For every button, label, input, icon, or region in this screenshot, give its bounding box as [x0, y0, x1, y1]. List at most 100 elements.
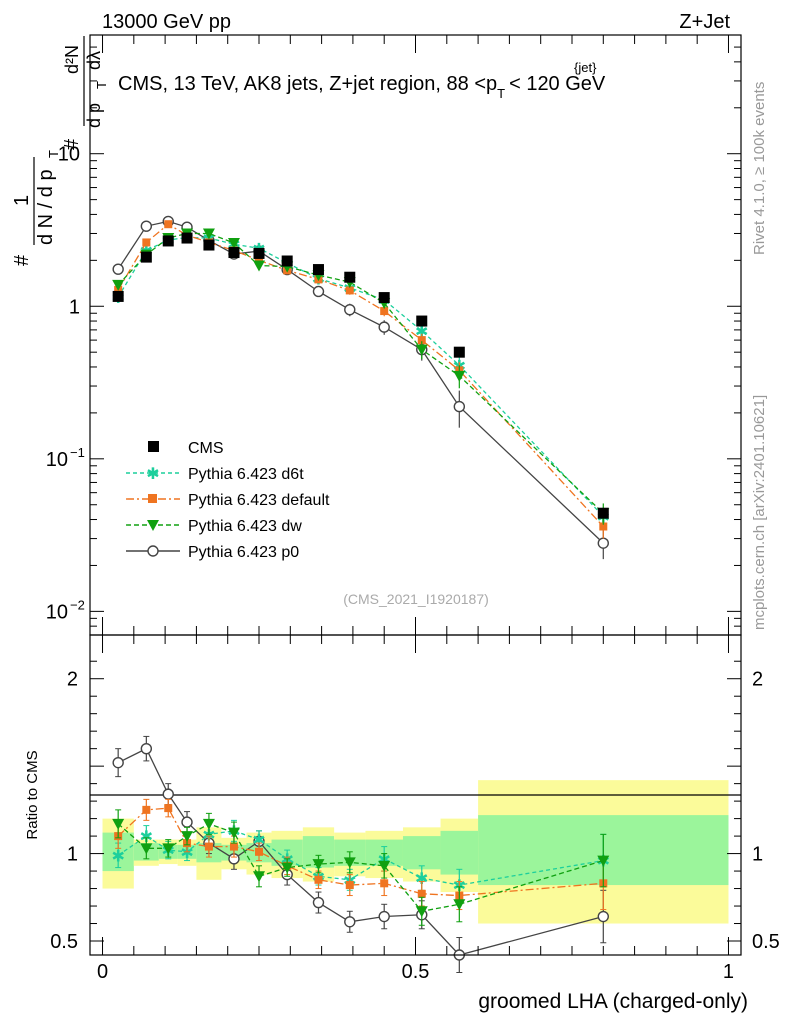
- main-point-pythia-6-423-default: [142, 238, 151, 247]
- ylabel-hash-1: #: [11, 254, 33, 266]
- ratio-y-tick-label: 0.5: [50, 931, 78, 953]
- main-point-pythia-6-423-default: [345, 286, 354, 295]
- ratio-point-pythia-6-423-default: [164, 804, 173, 813]
- legend-entry-cms: CMS: [148, 440, 224, 457]
- main-point-pythia-6-423-dw: [202, 228, 215, 240]
- ratio-line-pythia-6-423-default: [117, 807, 604, 897]
- ratio-point-pythia-6-423-p0: [140, 742, 153, 755]
- ylabel-dlambda: dλ: [84, 51, 104, 70]
- ratio-point-pythia-6-423-p0: [162, 788, 174, 800]
- main-point-cms: [281, 255, 293, 267]
- main-y-tick-label: 1: [69, 296, 80, 318]
- main-point-cms: [181, 232, 193, 244]
- header-right-label: Z+Jet: [679, 11, 730, 33]
- header-left-label: 13000 GeV pp: [102, 11, 231, 33]
- main-point-pythia-6-423-default: [417, 336, 426, 345]
- ratio-point-pythia-6-423-default: [142, 805, 151, 814]
- title-main: CMS, 13 TeV, AK8 jets, Z+jet region, 88 …: [118, 73, 497, 95]
- ratio-band-inner: [440, 830, 479, 875]
- ratio-point-pythia-6-423-dw: [140, 843, 153, 855]
- ratio-point-pythia-6-423-default: [229, 842, 238, 851]
- ratio-point-pythia-6-423-d6t: ✱: [252, 833, 265, 850]
- ratio-uncertainty-bands: [102, 780, 729, 924]
- ratio-point-pythia-6-423-d6t: ✱: [180, 845, 193, 862]
- ratio-point-pythia-6-423-p0: [181, 816, 193, 828]
- main-point-cms: [203, 239, 215, 251]
- ratio-point-pythia-6-423-dw: [415, 906, 428, 918]
- ratio-band-inner: [402, 836, 441, 870]
- ratio-data-series: ✱✱✱✱✱✱✱✱✱✱✱✱✱✱: [111, 735, 610, 973]
- ratio-point-pythia-6-423-dw: [202, 818, 215, 830]
- main-point-cms: [416, 315, 428, 327]
- legend-label-cms: CMS: [188, 440, 224, 457]
- rivet-version-label: Rivet 4.1.0, ≥ 100k events: [751, 82, 768, 255]
- x-tick-label: 0: [97, 961, 108, 983]
- ratio-point-pythia-6-423-default: [255, 847, 264, 856]
- ratio-y-tick-label-right: 0.5: [752, 931, 780, 953]
- ratio-point-pythia-6-423-p0: [344, 916, 356, 928]
- ratio-point-pythia-6-423-dw: [162, 843, 175, 855]
- main-point-pythia-6-423-p0: [312, 285, 325, 298]
- main-point-cms: [453, 346, 465, 358]
- legend-entry-p0: Pythia 6.423 p0: [126, 544, 299, 561]
- ratio-line-pythia-6-423-d6t: [117, 830, 604, 886]
- main-point-pythia-6-423-p0: [378, 321, 390, 333]
- ratio-y-tick-label-right: 2: [752, 669, 763, 691]
- legend: CMS ✱ Pythia 6.423 d6t Pythia 6.423 defa…: [126, 440, 330, 561]
- main-point-pythia-6-423-dw: [112, 279, 125, 291]
- main-point-pythia-6-423-p0: [112, 263, 124, 275]
- ratio-y-tick-label: 1: [67, 844, 78, 866]
- main-point-cms: [253, 247, 265, 259]
- x-tick-label: 0.5: [402, 961, 430, 983]
- main-y-tick-label: 10: [46, 601, 68, 623]
- legend-marker-default: [148, 494, 157, 503]
- main-y-label: # 1 d N / d p T # d²N d p T dλ: [11, 36, 109, 266]
- main-point-pythia-6-423-p0: [344, 303, 356, 316]
- ratio-point-pythia-6-423-d6t: ✱: [415, 871, 428, 888]
- x-axis-ticks: 0 0.5 1: [97, 35, 734, 983]
- main-point-pythia-6-423-default: [599, 522, 608, 531]
- title-tail: < 120 GeV: [509, 73, 606, 95]
- ratio-point-pythia-6-423-dw: [378, 860, 391, 872]
- main-y-tick-label: 10: [58, 144, 80, 166]
- ylabel-dp-sub: T: [94, 81, 109, 89]
- ratio-y-axis-ticks: 0.5 0.5 1 1 2 2: [50, 660, 780, 953]
- main-y-tick-label-exponent: −1: [70, 445, 85, 460]
- ratio-point-pythia-6-423-d6t: ✱: [111, 848, 124, 865]
- ratio-y-tick-label-right: 1: [752, 844, 763, 866]
- ratio-y-label: Ratio to CMS: [24, 750, 41, 839]
- main-point-pythia-6-423-p0: [453, 400, 466, 413]
- ratio-point-pythia-6-423-dw: [227, 827, 240, 839]
- main-point-cms: [228, 247, 240, 259]
- main-point-pythia-6-423-dw: [227, 237, 240, 249]
- ratio-point-pythia-6-423-dw: [281, 862, 294, 874]
- ratio-point-pythia-6-423-default: [380, 879, 389, 888]
- legend-label-p0: Pythia 6.423 p0: [188, 544, 299, 561]
- main-point-pythia-6-423-dw: [415, 344, 428, 356]
- ratio-point-pythia-6-423-dw: [112, 818, 125, 830]
- legend-marker-dw: [147, 520, 159, 531]
- main-y-tick-label-exponent: −2: [70, 597, 85, 612]
- title-superscript: {jet}: [574, 60, 597, 75]
- title-subscript: T: [497, 86, 505, 101]
- ratio-point-pythia-6-423-dw: [312, 859, 325, 871]
- main-data-series: ✱✱✱✱✱✱✱✱✱✱✱✱✱✱: [111, 215, 610, 560]
- ratio-point-pythia-6-423-dw: [181, 831, 194, 843]
- legend-marker-p0: [147, 545, 159, 557]
- ratio-point-pythia-6-423-dw: [253, 871, 266, 883]
- main-point-pythia-6-423-p0: [597, 537, 609, 549]
- ratio-point-pythia-6-423-p0: [312, 896, 325, 909]
- ratio-point-pythia-6-423-p0: [112, 756, 124, 769]
- analysis-id-label: (CMS_2021_I1920187): [343, 591, 489, 607]
- ratio-point-pythia-6-423-default: [345, 881, 354, 890]
- legend-label-d6t: Pythia 6.423 d6t: [188, 466, 304, 483]
- ylabel-hash-2: #: [61, 138, 83, 150]
- main-point-cms: [312, 264, 324, 276]
- main-panel: CMS, 13 TeV, AK8 jets, Z+jet region, 88 …: [11, 34, 742, 636]
- main-point-pythia-6-423-dw: [453, 370, 466, 382]
- main-point-cms: [112, 290, 124, 302]
- ratio-point-pythia-6-423-dw: [453, 899, 466, 911]
